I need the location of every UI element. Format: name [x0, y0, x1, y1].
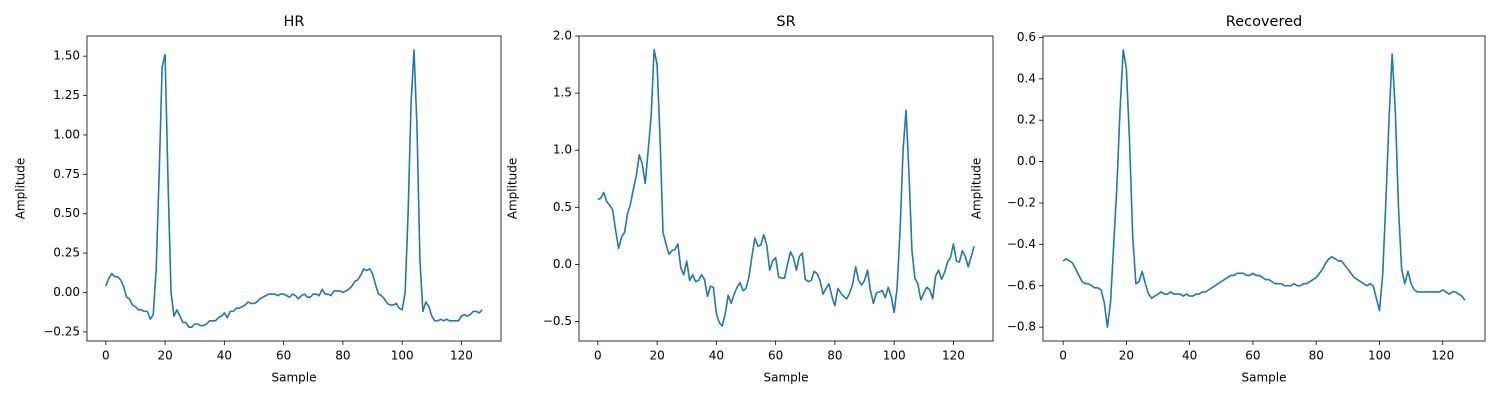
x-tick-label: 0 [594, 349, 602, 363]
x-tick-label: 60 [1245, 349, 1260, 363]
y-tick-label: 1.00 [53, 127, 80, 141]
x-tick-label: 40 [709, 349, 724, 363]
y-tick-label: −0.4 [1007, 237, 1036, 251]
y-tick-label: 1.25 [53, 88, 80, 102]
x-tick-label: 20 [649, 349, 664, 363]
y-tick-label: 0.4 [1017, 71, 1036, 85]
y-tick-label: 0.2 [1017, 113, 1036, 127]
x-tick-label: 80 [335, 349, 350, 363]
x-tick-label: 100 [1368, 349, 1391, 363]
y-tick-label: −0.8 [1007, 320, 1036, 334]
y-tick-label: 0.5 [553, 200, 572, 214]
x-tick-label: 80 [1309, 349, 1324, 363]
y-tick-label: 1.50 [53, 49, 80, 63]
y-tick-label: 1.5 [553, 86, 572, 100]
y-tick-label: 0.0 [553, 257, 572, 271]
x-tick-label: 120 [450, 349, 473, 363]
y-tick-label: 0.75 [53, 167, 80, 181]
y-tick-label: −0.2 [1007, 195, 1036, 209]
y-axis-label: Amplitude [506, 158, 520, 220]
x-axis-label: Sample [1242, 371, 1287, 385]
y-tick-label: −0.6 [1007, 278, 1036, 292]
x-axis-label: Sample [272, 371, 317, 385]
x-tick-label: 20 [157, 349, 172, 363]
x-axis-label: Sample [764, 371, 809, 385]
y-axis-label: Amplitude [970, 158, 984, 220]
axes-frame [1042, 35, 1486, 342]
x-tick-label: 100 [883, 349, 906, 363]
x-tick-label: 40 [217, 349, 232, 363]
data-line [1062, 49, 1466, 328]
y-tick-label: 0.0 [1017, 154, 1036, 168]
axes-frame [578, 35, 994, 342]
y-tick-label: 2.0 [553, 29, 572, 43]
x-tick-label: 80 [827, 349, 842, 363]
y-tick-label: 1.0 [553, 143, 572, 157]
y-tick-label: 0.00 [53, 285, 80, 299]
y-tick-label: 0.50 [53, 206, 80, 220]
x-tick-label: 0 [1059, 349, 1067, 363]
y-axis-label: Amplitude [14, 158, 28, 220]
data-line [597, 48, 975, 327]
data-line [105, 49, 483, 328]
x-tick-label: 60 [276, 349, 291, 363]
y-tick-label: −0.25 [43, 324, 80, 338]
y-tick-label: 0.6 [1017, 30, 1036, 44]
x-tick-label: 60 [768, 349, 783, 363]
chart-title: HR [284, 14, 305, 30]
x-tick-label: 40 [1182, 349, 1197, 363]
chart-title: SR [776, 14, 795, 30]
x-tick-label: 100 [391, 349, 414, 363]
x-tick-label: 0 [102, 349, 110, 363]
axes-frame [86, 35, 502, 342]
x-tick-label: 120 [1431, 349, 1454, 363]
chart-title: Recovered [1226, 14, 1302, 30]
x-tick-label: 20 [1119, 349, 1134, 363]
x-tick-label: 120 [942, 349, 965, 363]
y-tick-label: 0.25 [53, 246, 80, 260]
y-tick-label: −0.5 [543, 314, 572, 328]
